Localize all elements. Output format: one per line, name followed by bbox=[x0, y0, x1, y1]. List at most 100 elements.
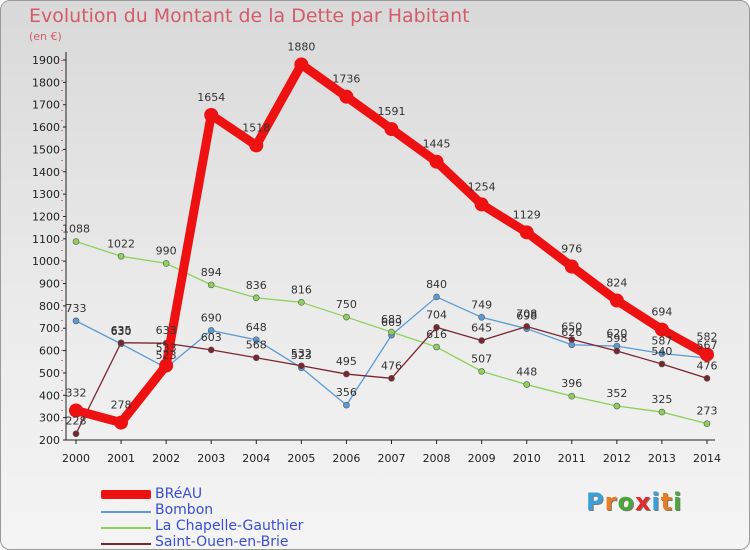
data-label-la-chapelle-gauthier: 448 bbox=[516, 366, 537, 379]
data-point-saint-ouen-en-brie bbox=[523, 323, 531, 330]
data-label-la-chapelle-gauthier: 507 bbox=[471, 352, 492, 365]
y-tick-label: 1000 bbox=[32, 255, 60, 268]
data-point-la-chapelle-gauthier bbox=[613, 402, 621, 410]
data-point-la-chapelle-gauthier bbox=[343, 313, 350, 321]
x-tick-label: 2006 bbox=[332, 452, 360, 465]
data-label-breau: 976 bbox=[561, 243, 582, 256]
data-point-saint-ouen-en-brie bbox=[478, 337, 485, 344]
y-tick-label: 1100 bbox=[32, 233, 60, 246]
x-tick-label: 2005 bbox=[287, 452, 315, 465]
data-label-la-chapelle-gauthier: 273 bbox=[697, 405, 718, 418]
logo-letter: t bbox=[660, 488, 674, 516]
data-label-bombon: 749 bbox=[471, 298, 492, 311]
data-label-breau: 278 bbox=[111, 399, 132, 412]
data-point-la-chapelle-gauthier bbox=[388, 328, 395, 336]
data-label-saint-ouen-en-brie: 708 bbox=[516, 307, 537, 320]
logo-letter: o bbox=[617, 488, 635, 516]
data-point-saint-ouen-en-brie bbox=[72, 430, 80, 438]
legend-item-saint-ouen-en-brie: Saint-Ouen-en-Brie bbox=[101, 534, 421, 549]
y-tick-label: 1800 bbox=[32, 76, 60, 89]
y-tick-label: 1700 bbox=[32, 99, 60, 112]
legend-swatch-saint-ouen-en-brie bbox=[101, 543, 151, 545]
data-point-la-chapelle-gauthier bbox=[568, 392, 576, 400]
data-label-la-chapelle-gauthier: 396 bbox=[561, 377, 582, 390]
data-point-breau bbox=[69, 403, 83, 418]
data-point-saint-ouen-en-brie bbox=[117, 339, 125, 347]
data-label-la-chapelle-gauthier: 750 bbox=[336, 298, 357, 311]
data-label-saint-ouen-en-brie: 603 bbox=[201, 331, 222, 344]
data-label-bombon: 523 bbox=[291, 349, 312, 362]
y-tick-label: 200 bbox=[39, 434, 60, 447]
y-tick-label: 400 bbox=[39, 389, 60, 402]
data-point-bombon bbox=[72, 317, 80, 325]
data-label-breau: 582 bbox=[697, 331, 718, 344]
data-point-saint-ouen-en-brie bbox=[703, 375, 711, 382]
data-point-bombon bbox=[478, 313, 485, 321]
data-label-saint-ouen-en-brie: 598 bbox=[606, 332, 627, 345]
data-point-breau bbox=[564, 259, 579, 274]
data-point-breau bbox=[249, 138, 264, 153]
data-point-saint-ouen-en-brie bbox=[298, 362, 305, 370]
data-label-breau: 1591 bbox=[378, 105, 406, 118]
x-tick-label: 2002 bbox=[152, 452, 180, 465]
y-tick-label: 1200 bbox=[32, 210, 60, 223]
data-label-breau: 1254 bbox=[468, 180, 496, 193]
data-label-la-chapelle-gauthier: 1022 bbox=[107, 237, 135, 250]
data-label-la-chapelle-gauthier: 325 bbox=[651, 393, 672, 406]
data-point-la-chapelle-gauthier bbox=[298, 299, 305, 306]
data-label-breau: 694 bbox=[651, 306, 672, 319]
legend: BRéAU Bombon La Chapelle-Gauthier Saint-… bbox=[101, 486, 421, 549]
data-point-breau bbox=[114, 415, 129, 430]
data-label-bombon: 626 bbox=[561, 326, 582, 339]
data-point-breau bbox=[339, 89, 354, 104]
y-tick-label: 300 bbox=[39, 412, 60, 425]
data-point-la-chapelle-gauthier bbox=[523, 381, 531, 388]
y-tick-label: 1300 bbox=[32, 188, 60, 201]
data-label-bombon: 620 bbox=[606, 327, 627, 340]
data-point-breau bbox=[700, 347, 714, 362]
data-point-la-chapelle-gauthier bbox=[117, 252, 125, 260]
y-tick-label: 1900 bbox=[32, 54, 60, 67]
data-label-bombon: 630 bbox=[111, 325, 132, 338]
data-point-breau bbox=[474, 197, 489, 212]
logo-letter: i bbox=[651, 488, 661, 516]
data-point-saint-ouen-en-brie bbox=[388, 375, 395, 382]
y-tick-label: 1400 bbox=[32, 166, 60, 179]
x-tick-label: 2008 bbox=[423, 452, 451, 465]
data-label-saint-ouen-en-brie: 633 bbox=[156, 324, 177, 337]
data-label-saint-ouen-en-brie: 540 bbox=[651, 345, 672, 358]
proxiti-logo: Proxiti bbox=[586, 488, 682, 516]
logo-letter: P bbox=[586, 488, 605, 516]
data-point-breau bbox=[294, 57, 309, 72]
legend-label-breau: BRéAU bbox=[155, 486, 203, 502]
data-label-breau: 824 bbox=[606, 277, 627, 290]
data-label-breau: 1518 bbox=[242, 121, 270, 134]
data-label-bombon: 648 bbox=[246, 321, 267, 334]
legend-label-la-chapelle-gauthier: La Chapelle-Gauthier bbox=[155, 518, 304, 534]
x-tick-label: 2013 bbox=[648, 452, 676, 465]
data-label-saint-ouen-en-brie: 704 bbox=[426, 308, 447, 321]
data-point-la-chapelle-gauthier bbox=[252, 294, 260, 302]
data-label-breau: 1445 bbox=[423, 138, 451, 151]
data-point-breau bbox=[519, 225, 534, 240]
y-tick-label: 1600 bbox=[32, 121, 60, 134]
data-label-saint-ouen-en-brie: 645 bbox=[471, 322, 492, 335]
data-point-la-chapelle-gauthier bbox=[433, 343, 440, 351]
data-point-saint-ouen-en-brie bbox=[343, 370, 350, 378]
data-point-la-chapelle-gauthier bbox=[162, 260, 170, 267]
y-tick-label: 900 bbox=[39, 278, 60, 291]
data-label-bombon: 356 bbox=[336, 386, 357, 399]
data-point-breau bbox=[384, 122, 399, 137]
data-point-saint-ouen-en-brie bbox=[568, 336, 576, 343]
data-point-breau bbox=[429, 154, 444, 169]
data-label-la-chapelle-gauthier: 352 bbox=[606, 387, 627, 400]
data-label-saint-ouen-en-brie: 228 bbox=[66, 415, 87, 428]
data-label-la-chapelle-gauthier: 816 bbox=[291, 283, 312, 296]
data-point-breau bbox=[654, 322, 669, 337]
data-point-la-chapelle-gauthier bbox=[72, 238, 80, 245]
data-label-bombon: 669 bbox=[381, 316, 402, 329]
data-label-la-chapelle-gauthier: 1088 bbox=[62, 223, 90, 236]
data-label-breau: 533 bbox=[156, 342, 177, 355]
